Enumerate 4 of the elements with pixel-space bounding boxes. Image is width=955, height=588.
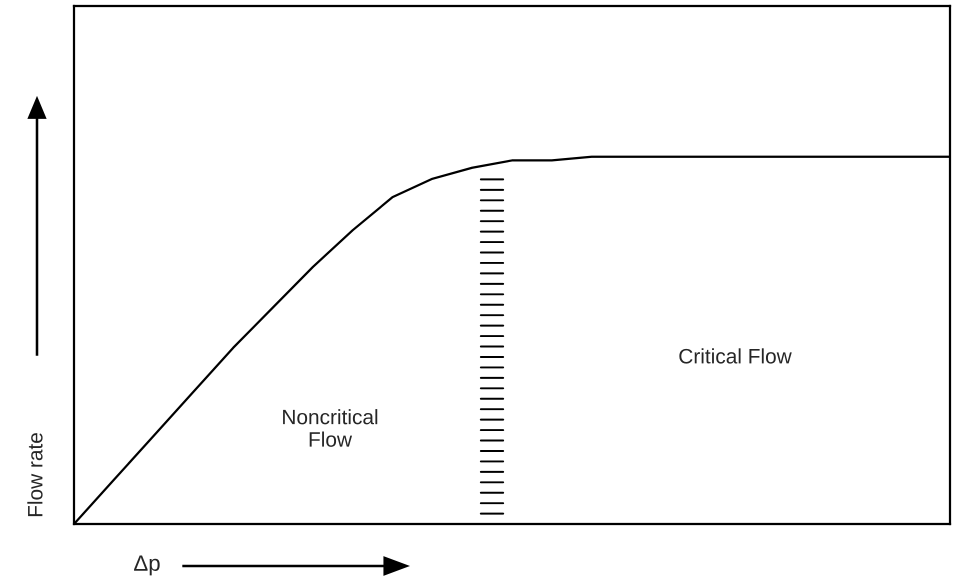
annotation: Critical Flow [679, 348, 792, 364]
x-axis-title: Δp [134, 555, 160, 576]
y-axis-title: Flow rate [27, 433, 43, 516]
annotation: Noncritical Flow [283, 409, 378, 447]
